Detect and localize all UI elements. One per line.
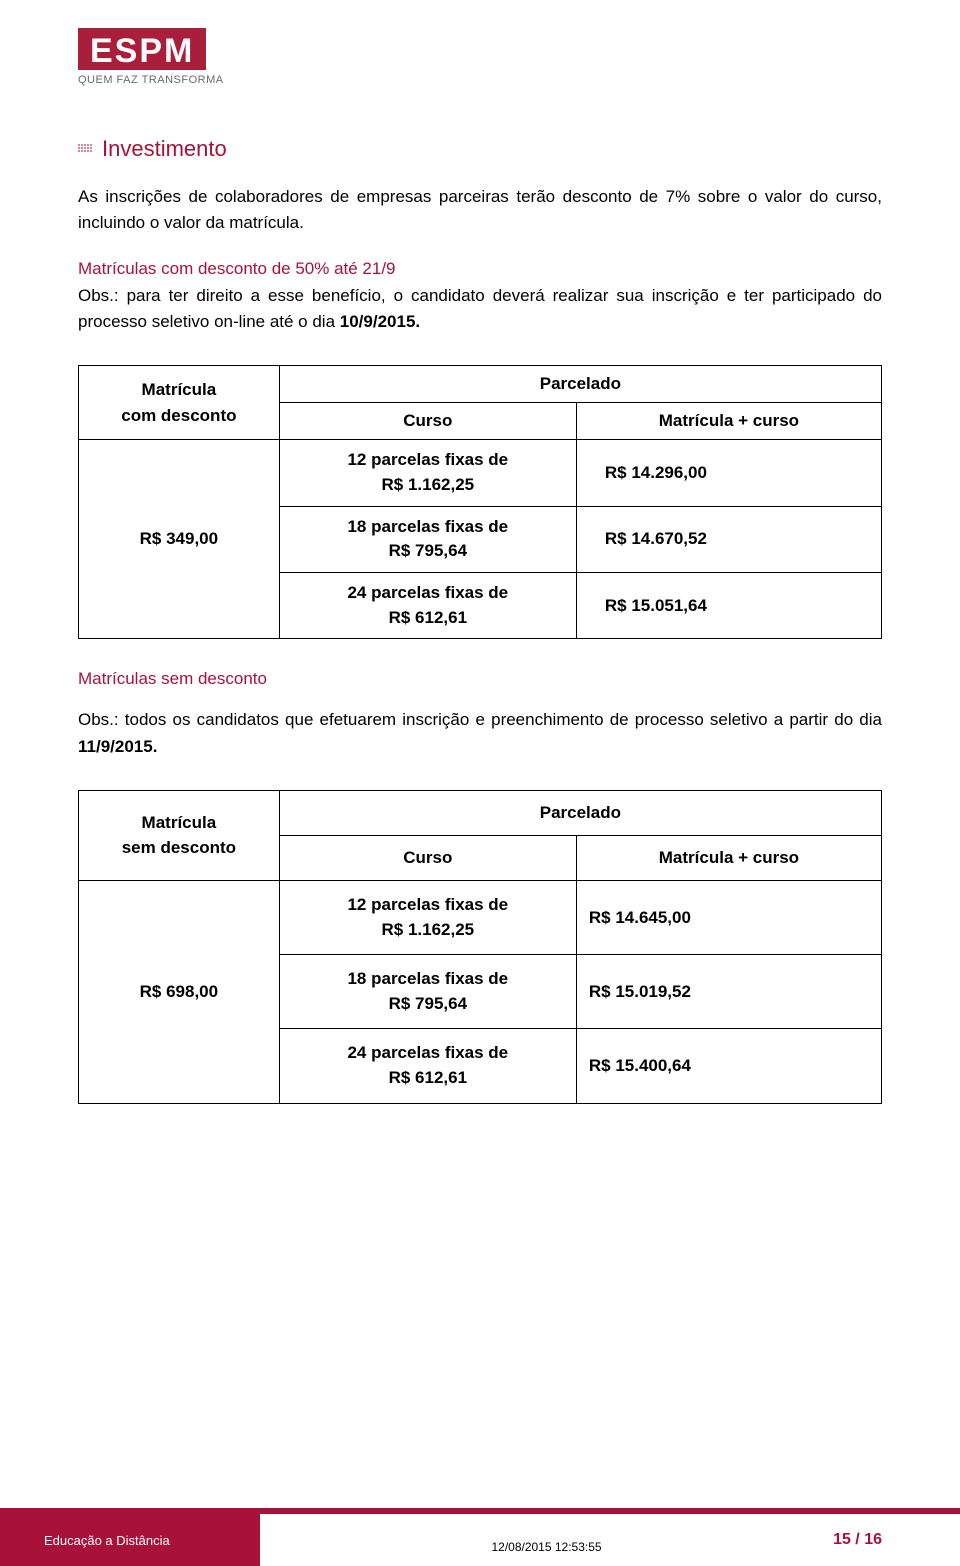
footer-timestamp: 12/08/2015 12:53:55 [260,1526,833,1554]
t1-r0-d2: R$ 1.162,25 [381,475,474,494]
t2-h-l1: Matrícula [142,813,217,832]
t1-r2-d1: 24 parcelas fixas de [347,583,508,602]
t2-row1-desc: 18 parcelas fixas de R$ 795,64 [279,955,576,1029]
t1-header-parcelado: Parcelado [279,366,881,403]
t2-r1-d2: R$ 795,64 [389,994,467,1013]
t2-row0-desc: 12 parcelas fixas de R$ 1.162,25 [279,880,576,954]
t1-row2-desc: 24 parcelas fixas de R$ 612,61 [279,572,576,638]
t2-r2-d2: R$ 612,61 [389,1068,467,1087]
subheading-desconto: Matrículas com desconto de 50% até 21/9 [78,259,882,279]
t1-row0-val: R$ 14.296,00 [576,440,881,506]
t2-r2-d1: 24 parcelas fixas de [347,1043,508,1062]
t2-r0-d2: R$ 1.162,25 [381,920,474,939]
t1-r1-d1: 18 parcelas fixas de [347,517,508,536]
obs-1-text: Obs.: para ter direito a esse benefício,… [78,286,882,331]
t2-h-l2: sem desconto [122,838,236,857]
t1-h-l1: Matrícula [142,380,217,399]
t1-row2-val: R$ 15.051,64 [576,572,881,638]
intro-paragraph: As inscrições de colaboradores de empres… [78,184,882,237]
obs-1-date: 10/9/2015. [340,312,420,331]
t1-header-matricula: Matrícula com desconto [79,366,280,440]
subheading-sem-desconto: Matrículas sem desconto [78,669,882,689]
t1-r0-d1: 12 parcelas fixas de [347,450,508,469]
t1-matricula-price: R$ 349,00 [79,440,280,639]
t1-col-matricula: Matrícula + curso [576,403,881,440]
t1-r2-d2: R$ 612,61 [389,608,467,627]
logo-block: ESPM QUEM FAZ TRANSFORMA [78,28,882,86]
t2-matricula-price: R$ 698,00 [79,880,280,1103]
t2-col-curso: Curso [279,835,576,880]
bullet-dots-icon [78,144,96,154]
footer-left-label: Educação a Distância [0,1514,260,1566]
t2-col-matricula: Matrícula + curso [576,835,881,880]
t2-header-parcelado: Parcelado [279,790,881,835]
logo-tagline: QUEM FAZ TRANSFORMA [78,74,882,86]
t2-header-matricula: Matrícula sem desconto [79,790,280,880]
t1-r1-d2: R$ 795,64 [389,541,467,560]
obs-2: Obs.: todos os candidatos que efetuarem … [78,707,882,760]
t2-r1-d1: 18 parcelas fixas de [347,969,508,988]
t1-col-curso: Curso [279,403,576,440]
t1-row1-desc: 18 parcelas fixas de R$ 795,64 [279,506,576,572]
t1-h-l2: com desconto [121,406,236,425]
obs-1: Obs.: para ter direito a esse benefício,… [78,283,882,336]
t2-r0-d1: 12 parcelas fixas de [347,895,508,914]
obs-2-date: 11/9/2015. [78,737,157,756]
logo-text: ESPM [78,28,206,70]
page-footer: Educação a Distância 12/08/2015 12:53:55… [0,1508,960,1566]
t1-row0-desc: 12 parcelas fixas de R$ 1.162,25 [279,440,576,506]
t2-row2-desc: 24 parcelas fixas de R$ 612,61 [279,1029,576,1103]
pricing-table-1: Matrícula com desconto Parcelado Curso M… [78,365,882,639]
obs-2-text: Obs.: todos os candidatos que efetuarem … [78,710,882,729]
heading-text: Investimento [102,136,227,161]
pricing-table-2: Matrícula sem desconto Parcelado Curso M… [78,790,882,1104]
t2-row1-val: R$ 15.019,52 [576,955,881,1029]
t2-row0-val: R$ 14.645,00 [576,880,881,954]
section-heading-investimento: Investimento [78,136,882,162]
t1-row1-val: R$ 14.670,52 [576,506,881,572]
t2-row2-val: R$ 15.400,64 [576,1029,881,1103]
footer-page-number: 15 / 16 [833,1531,960,1549]
